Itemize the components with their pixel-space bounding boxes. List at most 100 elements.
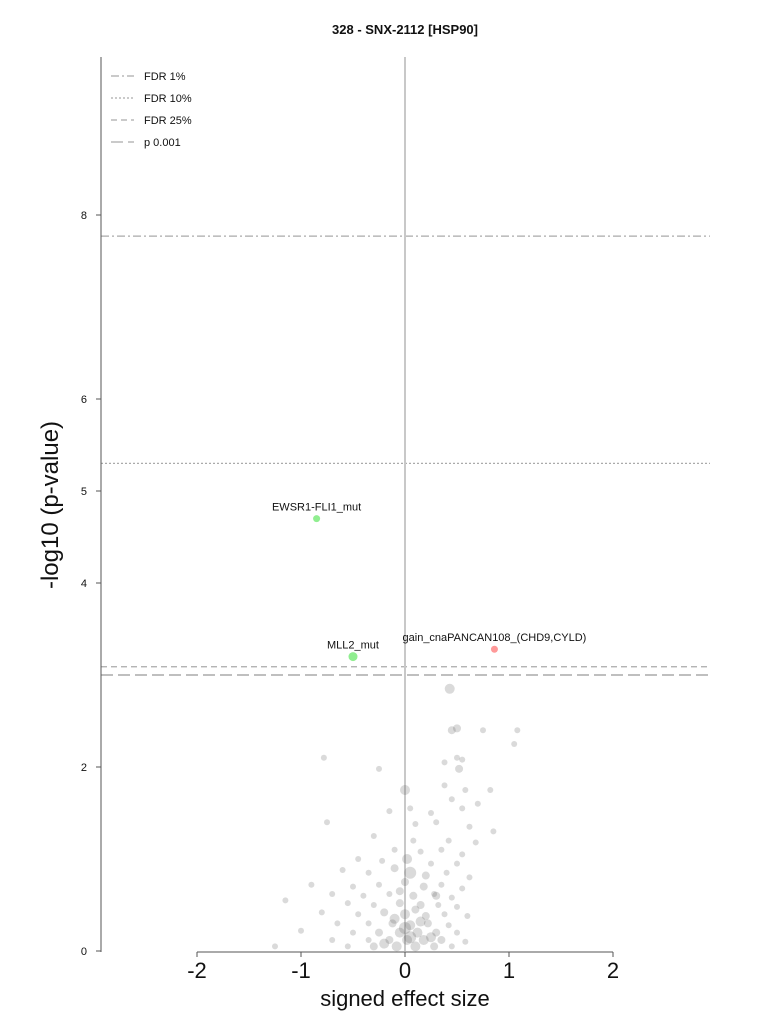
data-point bbox=[435, 902, 442, 908]
data-point bbox=[365, 936, 372, 943]
data-point bbox=[454, 754, 460, 761]
data-point bbox=[355, 911, 362, 918]
highlighted-point-2 bbox=[490, 645, 498, 653]
data-point bbox=[462, 787, 469, 793]
x-tick-label-3: 1 bbox=[503, 958, 515, 983]
data-point bbox=[400, 909, 410, 920]
data-point bbox=[350, 929, 356, 936]
data-point bbox=[445, 922, 452, 929]
data-point bbox=[339, 867, 346, 874]
data-point bbox=[320, 754, 327, 761]
data-point bbox=[459, 805, 466, 812]
data-point bbox=[344, 900, 351, 907]
data-point bbox=[411, 905, 420, 914]
data-point bbox=[417, 848, 424, 855]
data-point bbox=[445, 837, 452, 844]
data-point bbox=[329, 936, 336, 943]
data-point bbox=[487, 787, 494, 793]
data-point bbox=[454, 903, 460, 910]
data-point bbox=[464, 913, 471, 920]
data-point bbox=[379, 938, 390, 949]
data-point bbox=[490, 828, 497, 835]
legend-label-2: FDR 25% bbox=[144, 115, 192, 127]
data-point bbox=[431, 890, 438, 897]
data-point bbox=[432, 928, 441, 937]
data-point bbox=[365, 920, 372, 927]
data-point bbox=[416, 901, 425, 909]
data-point bbox=[511, 741, 518, 747]
y-tick-label-0: 0 bbox=[81, 946, 87, 958]
point-label-2: gain_cnaPANCAN108_(CHD9,CYLD) bbox=[403, 632, 587, 644]
data-point bbox=[466, 874, 473, 881]
highlighted-points: EWSR1-FLI1_mut MLL2_mut gain_cnaPANCAN108_… bbox=[272, 502, 587, 662]
data-point bbox=[391, 846, 398, 853]
data-point bbox=[432, 891, 441, 900]
y-tick-label-1: 2 bbox=[81, 762, 87, 774]
data-point bbox=[401, 878, 409, 886]
data-point bbox=[400, 785, 410, 795]
data-point bbox=[376, 765, 382, 772]
data-point bbox=[386, 890, 393, 897]
data-point bbox=[404, 866, 417, 879]
y-tick-label-4: 6 bbox=[81, 394, 87, 406]
data-point bbox=[514, 727, 521, 734]
data-point bbox=[329, 890, 336, 897]
highlighted-point-0 bbox=[313, 515, 321, 523]
data-point bbox=[402, 934, 413, 945]
x-tick-label-1: -1 bbox=[291, 958, 311, 983]
data-point bbox=[454, 860, 460, 867]
highlighted-point-1 bbox=[348, 652, 358, 662]
data-point bbox=[365, 869, 372, 876]
point-label-0: EWSR1-FLI1_mut bbox=[272, 502, 361, 514]
legend-label-3: p 0.001 bbox=[144, 137, 181, 149]
data-point bbox=[407, 805, 414, 812]
y-tick-label-5: 8 bbox=[81, 210, 87, 222]
data-point bbox=[412, 821, 419, 828]
data-point bbox=[360, 892, 367, 899]
data-point bbox=[318, 909, 325, 916]
legend-label-1: FDR 10% bbox=[144, 93, 192, 105]
chart-title: 328 - SNX-2112 [HSP90] bbox=[332, 22, 478, 37]
data-point bbox=[480, 727, 486, 734]
data-point bbox=[399, 922, 411, 934]
data-point bbox=[379, 857, 386, 864]
data-point bbox=[444, 683, 455, 694]
data-point bbox=[448, 796, 455, 803]
data-point bbox=[410, 837, 417, 844]
legend-label-0: FDR 1% bbox=[144, 71, 186, 83]
y-tick-label-3: 5 bbox=[81, 486, 87, 498]
data-point bbox=[375, 928, 383, 937]
data-point bbox=[428, 810, 434, 816]
data-point bbox=[334, 920, 341, 927]
data-point bbox=[441, 759, 448, 766]
data-point bbox=[438, 881, 445, 888]
data-point bbox=[369, 942, 378, 951]
data-point bbox=[423, 919, 432, 928]
x-axis-ticks: -2 -1 0 1 2 bbox=[187, 952, 619, 983]
y-axis-ticks: 0 2 4 5 6 8 bbox=[81, 210, 101, 958]
data-point bbox=[298, 927, 304, 934]
data-point bbox=[412, 927, 423, 938]
data-point bbox=[355, 856, 362, 862]
data-point bbox=[308, 881, 315, 888]
data-point bbox=[459, 851, 466, 858]
data-point bbox=[443, 869, 450, 876]
data-point bbox=[370, 833, 377, 839]
data-point bbox=[441, 911, 448, 918]
data-point bbox=[386, 808, 393, 815]
data-point bbox=[459, 756, 466, 763]
data-point bbox=[437, 935, 446, 944]
data-point bbox=[395, 887, 404, 896]
data-point bbox=[272, 943, 278, 950]
data-point bbox=[419, 882, 428, 891]
x-tick-label-0: -2 bbox=[187, 958, 207, 983]
data-point bbox=[376, 881, 382, 888]
data-point bbox=[462, 938, 469, 945]
data-point bbox=[455, 764, 464, 773]
y-axis-label: -log10 (p-value) bbox=[37, 421, 64, 589]
data-point bbox=[426, 932, 436, 943]
x-tick-label-4: 2 bbox=[607, 958, 619, 983]
data-point bbox=[350, 883, 356, 890]
y-tick-label-2: 4 bbox=[81, 578, 87, 590]
data-point bbox=[370, 902, 377, 908]
